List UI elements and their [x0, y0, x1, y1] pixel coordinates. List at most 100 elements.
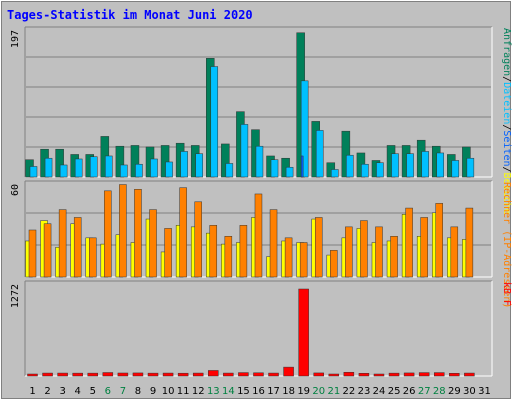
x-tick-label: 15: [237, 386, 250, 397]
bar-rechner-day-23: [360, 220, 368, 278]
bar-dateien-day-3: [59, 164, 68, 178]
bar-dateien-day-16: [255, 145, 264, 178]
x-tick-label: 6: [105, 386, 111, 397]
x-tick-label: 25: [388, 386, 401, 397]
bar-dateien-day-12: [195, 153, 203, 178]
chart-panel-2: 60 Rechner (IP-Adressen): [10, 180, 512, 308]
series-legend-label: kB F: [501, 282, 512, 306]
x-tick-label: 8: [135, 386, 141, 397]
x-tick-label: 12: [192, 386, 205, 397]
x-tick-label: 3: [59, 386, 65, 397]
bar-kb-day-12: [192, 372, 204, 377]
bar-rechner-day-13: [209, 225, 218, 278]
bar-dateien-day-26: [406, 153, 414, 178]
x-tick-label: 9: [150, 386, 156, 397]
bar-rechner-day-28: [435, 203, 443, 278]
bar-kb-day-27: [418, 372, 430, 377]
legend-separator: /: [501, 124, 512, 130]
bar-anfragen-day-10: [160, 145, 170, 178]
legend-entry: Dateien: [501, 82, 512, 124]
bar-kb-day-3: [57, 372, 68, 377]
bar-dateien-day-29: [451, 160, 460, 178]
x-tick-label: 14: [222, 386, 235, 397]
legend-entry: Seiten: [501, 130, 512, 166]
bar-dateien-day-13: [210, 66, 219, 178]
bar-anfragen-day-3: [55, 148, 64, 178]
bar-dateien-day-6: [105, 155, 113, 178]
bar-rechner-day-4: [73, 217, 82, 278]
bar-rechner-day-15: [239, 225, 248, 278]
bar-kb-day-13: [208, 370, 219, 377]
x-tick-label: 30: [463, 386, 476, 397]
bar-kb-day-16: [253, 372, 264, 377]
bar-kb-day-10: [162, 372, 174, 377]
y-axis-max-label: 1272: [10, 284, 21, 308]
bar-rechner-day-19: [299, 242, 308, 278]
bar-seiten-day-19: [300, 155, 304, 178]
bar-kb-day-14: [223, 372, 234, 377]
bar-kb-day-20: [313, 372, 324, 377]
bar-dateien-day-25: [391, 153, 399, 178]
bar-rechner-day-6: [104, 190, 112, 278]
bar-kb-day-15: [238, 372, 249, 377]
bar-dateien-day-18: [285, 166, 294, 178]
x-tick-label: 20: [312, 386, 325, 397]
bar-rechner-day-12: [194, 201, 202, 278]
x-tick-label: 17: [267, 386, 280, 397]
x-tick-label: 10: [162, 386, 175, 397]
bar-dateien-day-10: [165, 161, 173, 178]
bar-rechner-day-30: [465, 207, 474, 278]
bar-rechner-day-9: [149, 209, 157, 278]
bar-rechner-day-29: [450, 226, 459, 278]
x-tick-label: 26: [403, 386, 416, 397]
bar-dateien-day-20: [315, 130, 324, 178]
bar-kb-day-23: [358, 373, 370, 377]
y-axis-max-label: 60: [10, 184, 21, 196]
bar-dateien-day-15: [240, 124, 249, 178]
bar-kb-day-9: [147, 372, 159, 377]
bar-rechner-day-26: [405, 207, 413, 278]
bar-dateien-day-11: [180, 151, 188, 178]
bar-kb-day-28: [433, 372, 445, 377]
bar-rechner-day-5: [89, 237, 97, 278]
bar-anfragen-day-14: [221, 143, 230, 178]
series-legend-label: Anfragen/Dateien/Seiten/Besuche: [501, 28, 512, 215]
x-tick-label: 18: [282, 386, 295, 397]
bar-kb-day-26: [403, 372, 415, 377]
x-tick-label: 22: [343, 386, 356, 397]
bar-rechner-day-20: [314, 217, 323, 278]
bar-kb-day-1: [27, 373, 38, 377]
x-tick-label: 13: [207, 386, 220, 397]
bar-anfragen-day-22: [341, 130, 351, 178]
bar-rechner-day-11: [179, 187, 187, 278]
bar-rechner-day-7: [119, 184, 127, 278]
bar-dateien-day-19: [300, 80, 309, 178]
bar-rechner-day-24: [375, 226, 383, 278]
bar-rechner-day-14: [224, 236, 233, 278]
x-tick-label: 1: [29, 386, 35, 397]
bar-kb-day-22: [343, 371, 355, 377]
bar-kb-day-25: [388, 372, 400, 377]
chart-panel-3: 1272 kB F: [10, 280, 512, 377]
bar-dateien-day-23: [361, 163, 369, 178]
bar-rechner-day-27: [420, 217, 428, 278]
x-tick-label: 5: [90, 386, 96, 397]
bar-anfragen-day-8: [130, 145, 140, 178]
bar-dateien-day-5: [90, 156, 98, 178]
bar-dateien-day-4: [74, 158, 83, 178]
legend-entry: Besuche: [501, 173, 512, 215]
legend-entry: kB F: [501, 282, 512, 306]
bar-rechner-day-10: [164, 228, 172, 278]
bar-dateien-day-14: [225, 163, 234, 178]
bar-kb-day-11: [177, 372, 189, 377]
bar-rechner-day-1: [28, 229, 37, 278]
bar-dateien-day-28: [436, 152, 444, 178]
bar-kb-day-8: [132, 372, 144, 377]
bar-rechner-day-21: [330, 250, 338, 278]
bar-kb-day-4: [72, 372, 83, 377]
x-tick-label: 23: [358, 386, 371, 397]
bar-rechner-day-17: [269, 209, 278, 278]
bar-dateien-day-22: [346, 154, 354, 178]
bar-dateien-day-30: [466, 157, 475, 178]
